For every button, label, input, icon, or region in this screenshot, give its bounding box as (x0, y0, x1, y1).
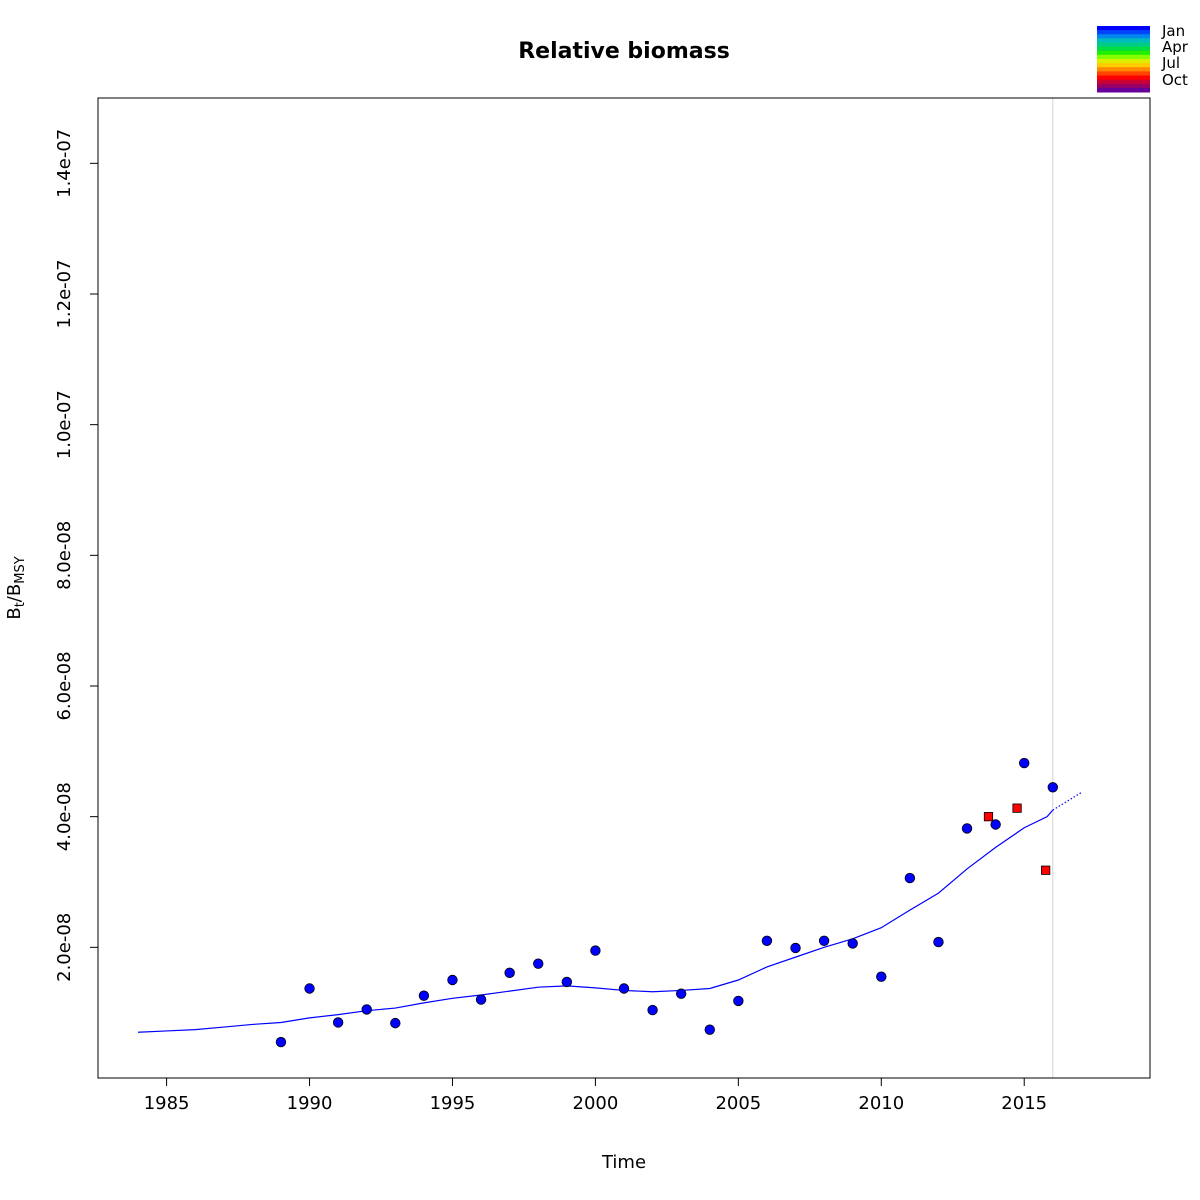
observed-square (1012, 803, 1022, 813)
observed-point (761, 935, 773, 947)
observed-point (475, 994, 487, 1005)
x-tick-label: 2010 (858, 1093, 904, 1114)
observed-point (304, 983, 315, 994)
observed-point (876, 971, 887, 982)
y-label-base: B (4, 607, 25, 619)
y-tick-label: 4.0e-08 (54, 782, 75, 851)
observed-point (447, 974, 458, 986)
observed-point (847, 938, 858, 949)
legend-label: Jul (1161, 54, 1180, 72)
x-tick-label: 2015 (1001, 1093, 1047, 1114)
observed-point (418, 990, 430, 1001)
x-axis: 1985 1990 1995 2000 2005 2010 2015 (144, 1078, 1047, 1114)
y-tick-label: 1.2e-07 (54, 259, 75, 328)
legend-swatch (1097, 30, 1150, 35)
y-axis-label: Bt/BMSY (4, 556, 28, 619)
y-tick-label: 8.0e-08 (54, 521, 75, 590)
observed-point (818, 935, 830, 947)
observed-point (332, 1017, 344, 1028)
legend-label: Jan (1161, 22, 1185, 40)
x-tick-label: 1995 (430, 1093, 476, 1114)
y-label-sub2: MSY (13, 556, 28, 583)
legend-swatch (1097, 87, 1150, 93)
observed-square (983, 812, 994, 822)
observed-square (1041, 865, 1051, 875)
legend-swatch (1097, 75, 1150, 81)
observed-point (990, 819, 1001, 830)
legend-swatch (1097, 63, 1150, 68)
observed-point (704, 1024, 715, 1035)
legend-swatch (1097, 59, 1150, 64)
legend-label: Oct (1162, 71, 1188, 89)
x-tick-label: 2000 (573, 1093, 619, 1114)
observed-point (1019, 757, 1030, 769)
observed-point (1047, 782, 1059, 793)
y-tick-label: 1.4e-07 (54, 129, 75, 198)
observed-point (618, 983, 630, 994)
legend-swatch (1097, 46, 1150, 52)
observed-point (790, 942, 801, 954)
observed-point (961, 823, 973, 834)
legend-swatch (1097, 71, 1150, 76)
y-axis: 2.0e-08 4.0e-08 6.0e-08 8.0e-08 1.0e-07 1.2e-… (54, 129, 98, 982)
legend-swatch (1097, 83, 1150, 89)
legend-swatch (1097, 50, 1150, 56)
legend-swatch (1097, 38, 1150, 43)
chart-title: Relative biomass (518, 39, 730, 64)
x-tick-label: 1990 (287, 1093, 333, 1114)
y-tick-label: 6.0e-08 (54, 651, 75, 720)
observed-point (275, 1036, 287, 1048)
plot-frame (97, 97, 1151, 1079)
y-label-sep: /B (4, 584, 25, 602)
x-tick-label: 1985 (144, 1093, 190, 1114)
legend-swatch (1097, 34, 1150, 39)
legend-swatch (1097, 26, 1150, 31)
legend-swatch (1097, 67, 1150, 72)
observed-point (733, 995, 744, 1007)
observed-point (533, 958, 544, 969)
legend-swatch (1097, 42, 1150, 48)
legend-swatch (1097, 54, 1150, 60)
observed-point (561, 976, 573, 988)
observed-point (504, 967, 515, 979)
observed-point (361, 1004, 372, 1015)
observed-point (390, 1017, 401, 1029)
biomass-fit-line (137, 809, 1054, 1033)
observed-point (647, 1004, 658, 1016)
legend-swatch (1097, 79, 1150, 85)
y-tick-label: 2.0e-08 (54, 913, 75, 982)
legend-label: Apr (1162, 38, 1189, 56)
x-axis-label: Time (601, 1152, 646, 1173)
observed-point (904, 872, 916, 884)
y-tick-label: 1.0e-07 (54, 390, 75, 459)
observed-point (675, 988, 687, 999)
observed-point (933, 936, 944, 948)
observed-point (590, 945, 601, 956)
x-tick-label: 2005 (715, 1093, 761, 1114)
y-label-sub1: t (13, 602, 28, 607)
